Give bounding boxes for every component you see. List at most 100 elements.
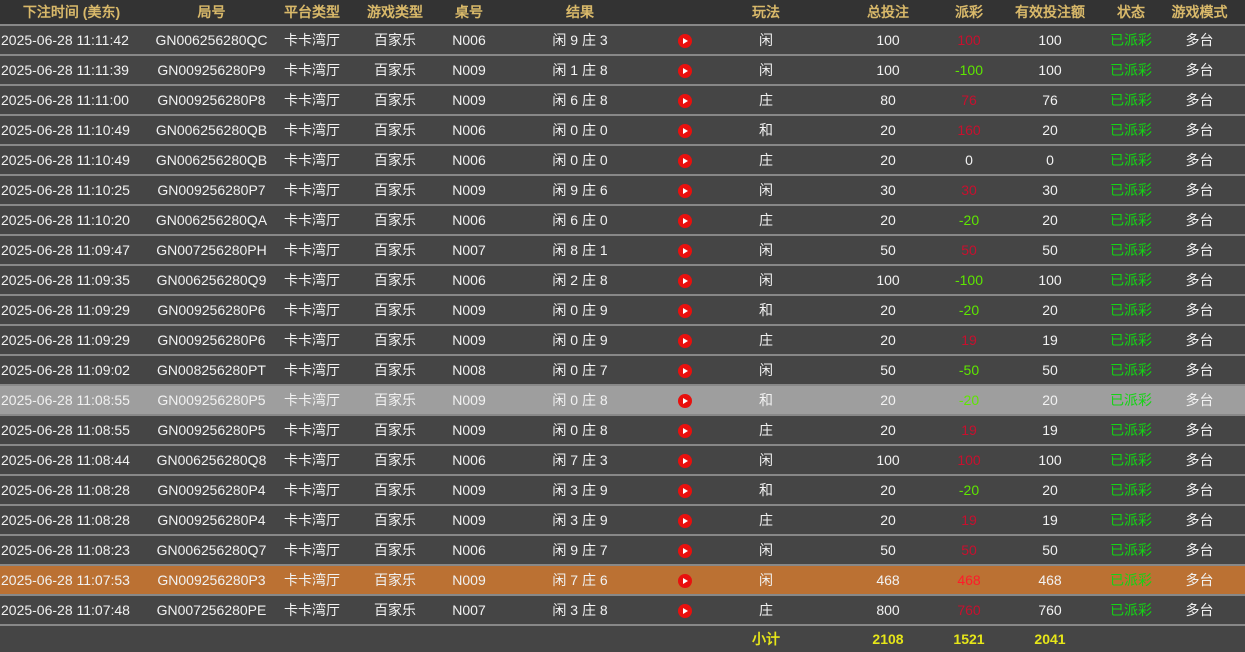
play-video-icon[interactable] [678, 244, 692, 259]
cell-platform: 卡卡湾厅 [280, 115, 344, 146]
play-video-icon[interactable] [678, 124, 692, 139]
play-video-icon[interactable] [678, 334, 692, 349]
play-video-icon[interactable] [678, 364, 692, 379]
play-video-icon[interactable] [678, 184, 692, 199]
cell-valid: 468 [992, 565, 1108, 596]
cell-status: 已派彩 [1108, 205, 1154, 236]
table-row[interactable]: 2025-06-28 11:09:29 GN009256280P6 卡卡湾厅 百家乐 N… [0, 325, 1245, 356]
play-video-icon[interactable] [678, 574, 692, 589]
table-row[interactable]: 2025-06-28 11:11:42 GN006256280QC 卡卡湾厅 百家乐 N… [0, 25, 1245, 56]
table-row[interactable]: 2025-06-28 11:08:23 GN006256280Q7 卡卡湾厅 百家乐 N… [0, 535, 1245, 566]
cell-valid: 20 [992, 385, 1108, 416]
cell-status: 已派彩 [1108, 115, 1154, 146]
cell-mode: 多台 [1154, 55, 1245, 86]
cell-result: 闲 2 庄 8 [492, 265, 668, 296]
cell-status: 已派彩 [1108, 475, 1154, 506]
play-video-icon[interactable] [678, 94, 692, 109]
table-row[interactable]: 2025-06-28 11:11:39 GN009256280P9 卡卡湾厅 百家乐 N… [0, 55, 1245, 86]
cell-result: 闲 6 庄 0 [492, 205, 668, 236]
video-cell [668, 175, 702, 206]
cell-table: N007 [446, 235, 492, 266]
table-row[interactable]: 2025-06-28 11:09:02 GN008256280PT 卡卡湾厅 百家乐 N… [0, 355, 1245, 386]
header-game: 游戏类型 [344, 0, 446, 26]
cell-time: 2025-06-28 11:11:42 [0, 25, 143, 56]
play-video-icon[interactable] [678, 484, 692, 499]
header-round: 局号 [143, 0, 280, 26]
cell-time: 2025-06-28 11:08:23 [0, 535, 143, 566]
table-row[interactable]: 2025-06-28 11:08:28 GN009256280P4 卡卡湾厅 百家乐 N… [0, 475, 1245, 506]
cell-mode: 多台 [1154, 295, 1245, 326]
table-row[interactable]: 2025-06-28 11:10:49 GN006256280QB 卡卡湾厅 百家乐 N… [0, 115, 1245, 146]
cell-table: N009 [446, 415, 492, 446]
cell-time: 2025-06-28 11:08:28 [0, 505, 143, 536]
table-row[interactable]: 2025-06-28 11:07:48 GN007256280PE 卡卡湾厅 百家乐 N… [0, 595, 1245, 626]
video-cell [668, 235, 702, 266]
table-row[interactable]: 2025-06-28 11:09:35 GN006256280Q9 卡卡湾厅 百家乐 N… [0, 265, 1245, 296]
table-row[interactable]: 2025-06-28 11:10:25 GN009256280P7 卡卡湾厅 百家乐 N… [0, 175, 1245, 206]
header-video [668, 0, 702, 26]
cell-time: 2025-06-28 11:10:49 [0, 115, 143, 146]
play-video-icon[interactable] [678, 544, 692, 559]
cell-mode: 多台 [1154, 205, 1245, 236]
cell-platform: 卡卡湾厅 [280, 145, 344, 176]
table-row[interactable]: 2025-06-28 11:08:28 GN009256280P4 卡卡湾厅 百家乐 N… [0, 505, 1245, 536]
play-video-icon[interactable] [678, 64, 692, 79]
cell-payout: 30 [946, 175, 992, 206]
cell-status: 已派彩 [1108, 385, 1154, 416]
table-row[interactable]: 2025-06-28 11:08:55 GN009256280P5 卡卡湾厅 百家乐 N… [0, 385, 1245, 416]
cell-platform: 卡卡湾厅 [280, 235, 344, 266]
cell-platform: 卡卡湾厅 [280, 445, 344, 476]
cell-round: GN009256280P3 [143, 565, 280, 596]
cell-game: 百家乐 [344, 325, 446, 356]
play-video-icon[interactable] [678, 514, 692, 529]
table-row[interactable]: 2025-06-28 11:11:00 GN009256280P8 卡卡湾厅 百家乐 N… [0, 85, 1245, 116]
table-row[interactable]: 2025-06-28 11:10:49 GN006256280QB 卡卡湾厅 百家乐 N… [0, 145, 1245, 176]
play-video-icon[interactable] [678, 34, 692, 49]
cell-payout: -100 [946, 55, 992, 86]
cell-result: 闲 0 庄 8 [492, 385, 668, 416]
play-video-icon[interactable] [678, 154, 692, 169]
table-row[interactable]: 2025-06-28 11:09:29 GN009256280P6 卡卡湾厅 百家乐 N… [0, 295, 1245, 326]
cell-game: 百家乐 [344, 55, 446, 86]
cell-result: 闲 7 庄 3 [492, 445, 668, 476]
play-video-icon[interactable] [678, 424, 692, 439]
table-row[interactable]: 2025-06-28 11:08:55 GN009256280P5 卡卡湾厅 百家乐 N… [0, 415, 1245, 446]
cell-bet: 20 [830, 295, 946, 326]
cell-table: N007 [446, 595, 492, 626]
cell-play: 和 [702, 475, 830, 506]
cell-table: N008 [446, 355, 492, 386]
cell-bet: 20 [830, 205, 946, 236]
cell-round: GN006256280QC [143, 25, 280, 56]
cell-status: 已派彩 [1108, 265, 1154, 296]
cell-valid: 760 [992, 595, 1108, 626]
cell-game: 百家乐 [344, 115, 446, 146]
cell-mode: 多台 [1154, 145, 1245, 176]
play-video-icon[interactable] [678, 604, 692, 619]
cell-round: GN009256280P5 [143, 415, 280, 446]
cell-payout: -20 [946, 205, 992, 236]
play-video-icon[interactable] [678, 274, 692, 289]
cell-play: 庄 [702, 595, 830, 626]
cell-bet: 100 [830, 265, 946, 296]
cell-time: 2025-06-28 11:08:55 [0, 385, 143, 416]
table-row[interactable]: 2025-06-28 11:09:47 GN007256280PH 卡卡湾厅 百家乐 N… [0, 235, 1245, 266]
cell-valid: 20 [992, 115, 1108, 146]
cell-valid: 76 [992, 85, 1108, 116]
play-video-icon[interactable] [678, 454, 692, 469]
play-video-icon[interactable] [678, 394, 692, 409]
table-row[interactable]: 2025-06-28 11:08:44 GN006256280Q8 卡卡湾厅 百家乐 N… [0, 445, 1245, 476]
cell-mode: 多台 [1154, 265, 1245, 296]
cell-play: 和 [702, 385, 830, 416]
table-row[interactable]: 2025-06-28 11:07:53 GN009256280P3 卡卡湾厅 百家乐 N… [0, 565, 1245, 596]
cell-payout: 100 [946, 445, 992, 476]
play-video-icon[interactable] [678, 214, 692, 229]
play-video-icon[interactable] [678, 304, 692, 319]
cell-play: 庄 [702, 505, 830, 536]
cell-table: N006 [446, 25, 492, 56]
video-cell [668, 415, 702, 446]
cell-table: N006 [446, 115, 492, 146]
table-row[interactable]: 2025-06-28 11:10:20 GN006256280QA 卡卡湾厅 百家乐 N… [0, 205, 1245, 236]
cell-result: 闲 3 庄 9 [492, 505, 668, 536]
video-cell [668, 265, 702, 296]
